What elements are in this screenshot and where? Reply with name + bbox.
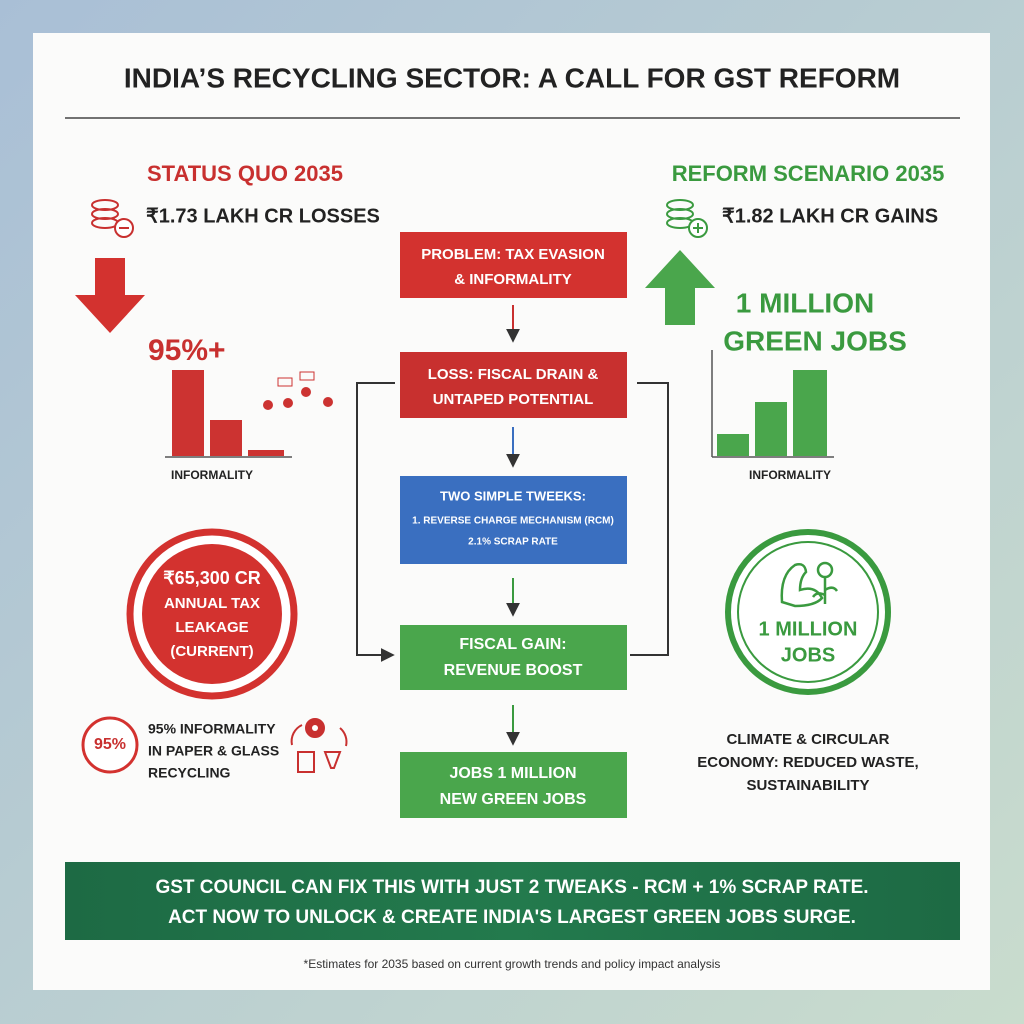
flow-text: PROBLEM: TAX EVASION	[421, 246, 605, 263]
right-big-stat: 1 MILLION	[736, 287, 874, 318]
right-note: SUSTAINABILITY	[746, 777, 869, 794]
right-note: ECONOMY: REDUCED WASTE,	[697, 754, 918, 771]
left-amount: ₹1.73 LAKH CR LOSSES	[146, 205, 380, 227]
banner-text: GST COUNCIL CAN FIX THIS WITH JUST 2 TWE…	[155, 877, 868, 898]
right-big-stat: GREEN JOBS	[723, 325, 907, 356]
right-note: CLIMATE & CIRCULAR	[726, 731, 889, 748]
flow-text: JOBS 1 MILLION	[449, 765, 576, 782]
flow-box	[400, 625, 627, 690]
left-circle	[142, 544, 282, 684]
circle-text: (CURRENT)	[170, 643, 253, 660]
right-circle-inner	[737, 541, 879, 683]
flow-text: & INFORMALITY	[454, 271, 572, 288]
flow-text: FISCAL GAIN:	[459, 636, 566, 653]
right-circle	[725, 529, 891, 695]
title: INDIA’S RECYCLING SECTOR: A CALL FOR GST…	[124, 62, 900, 93]
badge-circle	[81, 716, 139, 774]
left-note: 95% INFORMALITY	[148, 721, 276, 737]
circle-text: ₹65,300 CR	[163, 568, 261, 588]
left-note: RECYCLING	[148, 765, 231, 781]
flow-text: UNTAPED POTENTIAL	[433, 391, 594, 408]
flow-box	[400, 476, 627, 564]
circle-text: LEAKAGE	[175, 619, 248, 636]
circle-text: ANNUAL TAX	[164, 595, 260, 612]
banner	[65, 862, 960, 940]
footnote: *Estimates for 2035 based on current gro…	[304, 957, 721, 971]
flow-text: TWO SIMPLE TWEEKS:	[440, 488, 586, 503]
coin-icon	[91, 199, 134, 238]
left-chart-label: INFORMALITY	[171, 468, 253, 482]
flow-box	[400, 752, 627, 818]
flow-text: LOSS: FISCAL DRAIN &	[428, 366, 599, 383]
down-arrow	[75, 258, 145, 333]
loop-line	[630, 382, 669, 656]
flow-box	[400, 352, 627, 418]
coin-icon	[666, 199, 708, 238]
left-heading: STATUS QUO 2035	[147, 161, 343, 186]
left-mini-chart	[165, 370, 333, 458]
flow-text: 2.1% SCRAP RATE	[468, 537, 558, 548]
up-arrow	[645, 250, 715, 325]
left-big-stat: 95%+	[148, 334, 226, 367]
left-note: IN PAPER & GLASS	[148, 743, 279, 759]
flow-box	[400, 232, 627, 298]
jobs-icon	[780, 561, 839, 608]
circle-text: 1 MILLION	[759, 618, 858, 640]
loop-arrow	[356, 382, 395, 662]
badge-text: 95%	[94, 736, 126, 753]
right-heading: REFORM SCENARIO 2035	[672, 161, 945, 186]
flow-text: REVENUE BOOST	[444, 662, 583, 679]
banner-text: ACT NOW TO UNLOCK & CREATE INDIA'S LARGE…	[168, 907, 856, 928]
right-mini-chart	[711, 350, 834, 458]
right-amount: ₹1.82 LAKH CR GAINS	[722, 205, 938, 227]
circle-text: JOBS	[781, 644, 835, 666]
flow-text: 1. REVERSE CHARGE MECHANISM (RCM)	[412, 516, 614, 527]
right-chart-label: INFORMALITY	[749, 468, 831, 482]
recycle-icon	[290, 718, 348, 773]
flow-text: NEW GREEN JOBS	[440, 791, 587, 808]
